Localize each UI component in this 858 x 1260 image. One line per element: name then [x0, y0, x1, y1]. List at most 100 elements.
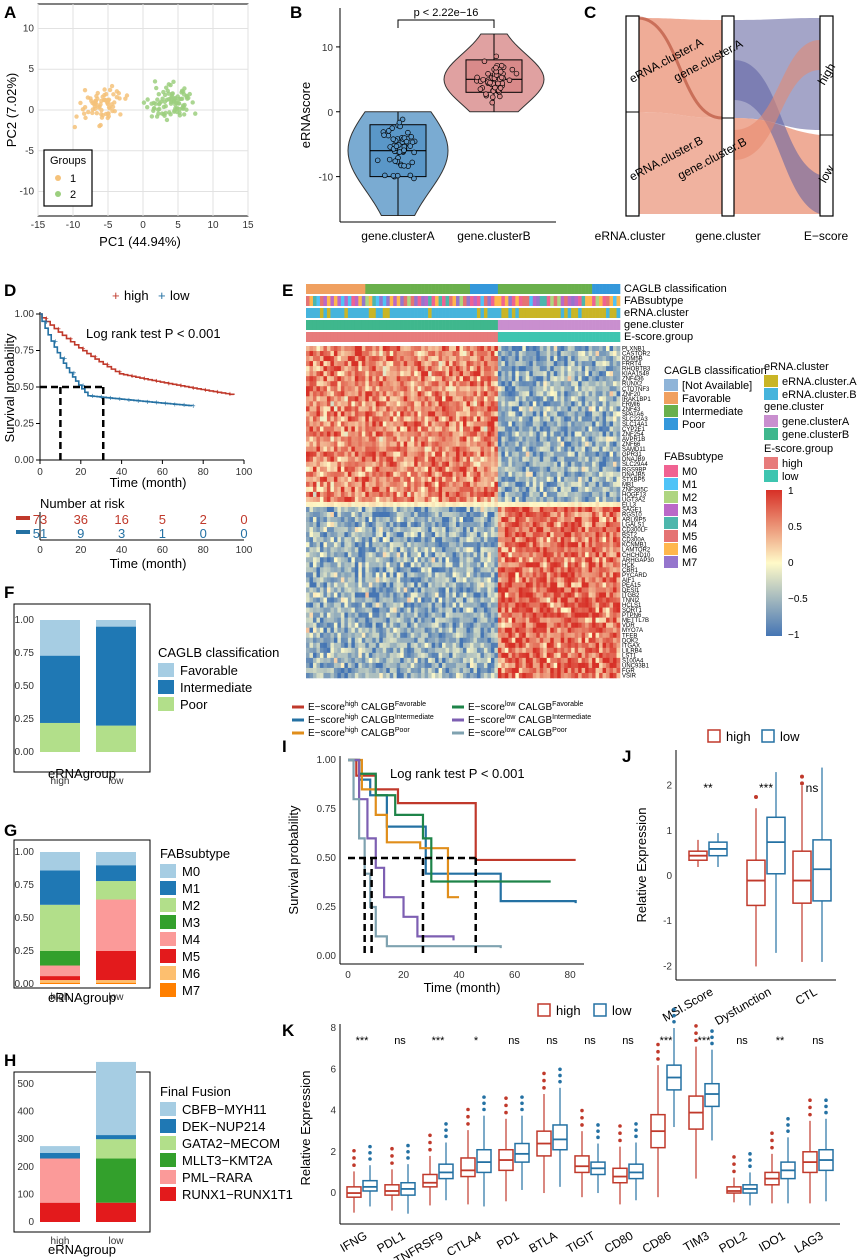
e-heat-cell [595, 451, 600, 457]
e-heat-cell [602, 361, 607, 367]
e-heat-cell [490, 431, 495, 437]
e-heat-cell [550, 411, 555, 417]
e-annot-gene-cell [382, 320, 387, 330]
e-heat-cell [599, 346, 603, 352]
e-heat-cell [532, 456, 537, 462]
e-heat-cell [344, 421, 349, 427]
e-annot-fab-cell [382, 296, 387, 306]
e-annot-gene-cell [393, 320, 398, 330]
e-heat-cell [532, 431, 537, 437]
e-annot-cagl-cell [532, 284, 537, 294]
e-annot-escore-cell [449, 332, 453, 342]
e-heat-cell [459, 522, 464, 528]
e-annot-cagl-cell [459, 284, 464, 294]
e-heat-cell [567, 436, 572, 442]
e-heat-cell [592, 496, 596, 503]
e-heat-cell [501, 567, 506, 573]
e-heat-cell [529, 386, 534, 392]
a-point-group2 [152, 79, 158, 84]
e-heat-cell [403, 481, 408, 488]
e-heat-cell [564, 451, 568, 457]
e-heat-cell [354, 491, 359, 498]
e-heat-cell [606, 522, 610, 528]
e-heat-cell [473, 406, 478, 412]
e-heat-cell [414, 391, 418, 397]
e-annot-cagl-cell [358, 284, 363, 294]
e-heat-cell [442, 411, 446, 417]
e-heat-cell [497, 557, 502, 563]
e-heat-cell [508, 517, 513, 523]
e-heat-cell [522, 356, 527, 362]
e-heat-cell [449, 476, 453, 483]
e-heat-cell [452, 406, 457, 412]
e-heat-cell [319, 441, 324, 447]
e-heat-cell [333, 522, 338, 528]
e-heat-cell [417, 371, 422, 377]
e-heat-cell [375, 441, 380, 447]
e-heat-cell [463, 361, 467, 367]
e-heat-cell [560, 501, 565, 508]
e-heat-cell [456, 406, 460, 412]
e-annot-gene-cell [347, 320, 352, 330]
e-heat-cell [553, 441, 558, 447]
e-heat-cell [494, 411, 499, 417]
e-annot-gene-cell [340, 320, 345, 330]
d-legend-low: low [170, 288, 190, 303]
e-heat-cell [306, 562, 310, 568]
e-heat-cell [613, 411, 617, 417]
e-heat-cell [347, 396, 352, 402]
e-heat-cell [606, 471, 610, 478]
e-heat-cell [518, 361, 523, 367]
e-heat-cell [592, 512, 596, 518]
e-heat-cell [480, 431, 485, 437]
e-heat-cell [365, 486, 370, 493]
e-heat-cell [497, 481, 502, 488]
e-heat-cell [487, 461, 492, 468]
e-annot-fab-cell [309, 296, 314, 306]
e-heat-cell [613, 401, 617, 407]
e-heat-cell [483, 481, 488, 488]
e-annot-gene-cell [319, 320, 324, 330]
e-heat-cell [616, 346, 621, 352]
e-heat-cell [581, 517, 586, 523]
e-heat-cell [522, 542, 527, 548]
e-heat-cell [511, 361, 516, 367]
e-heat-cell [522, 506, 527, 513]
e-heat-cell [546, 386, 551, 392]
e-heat-cell [487, 552, 492, 558]
e-annot-gene-cell [539, 320, 544, 330]
e-heat-cell [529, 451, 534, 457]
e-heat-cell [501, 451, 506, 457]
e-heat-cell [330, 476, 335, 483]
e-heat-cell [518, 346, 523, 352]
e-heat-cell [508, 431, 513, 437]
e-annot-gene-cell [358, 320, 363, 330]
e-annot-erna-cell [389, 308, 394, 318]
e-heat-cell [574, 421, 579, 427]
e-heat-cell [456, 401, 460, 407]
e-heat-cell [326, 537, 331, 543]
e-annot-cagl-cell [445, 284, 450, 294]
e-heat-cell [424, 557, 429, 563]
e-heat-cell [424, 391, 429, 397]
e-heat-cell [354, 426, 359, 432]
e-heat-cell [382, 376, 387, 382]
e-heat-cell [490, 361, 495, 367]
e-heat-cell [473, 542, 478, 548]
e-heat-cell [483, 517, 488, 523]
e-heat-cell [529, 371, 534, 377]
e-heat-cell [606, 486, 610, 493]
e-heat-cell [442, 391, 446, 397]
e-heat-cell [585, 376, 589, 382]
e-heat-cell [337, 527, 342, 533]
e-heat-cell [400, 481, 404, 488]
e-heat-cell [487, 481, 492, 488]
e-heat-cell [585, 371, 589, 377]
a-point-group1 [72, 124, 78, 130]
e-heat-cell [306, 461, 310, 468]
e-heat-cell [574, 532, 579, 538]
e-heat-cell [504, 356, 509, 362]
e-heat-cell [494, 522, 499, 528]
e-heat-cell [442, 517, 446, 523]
e-heat-cell [403, 381, 408, 387]
